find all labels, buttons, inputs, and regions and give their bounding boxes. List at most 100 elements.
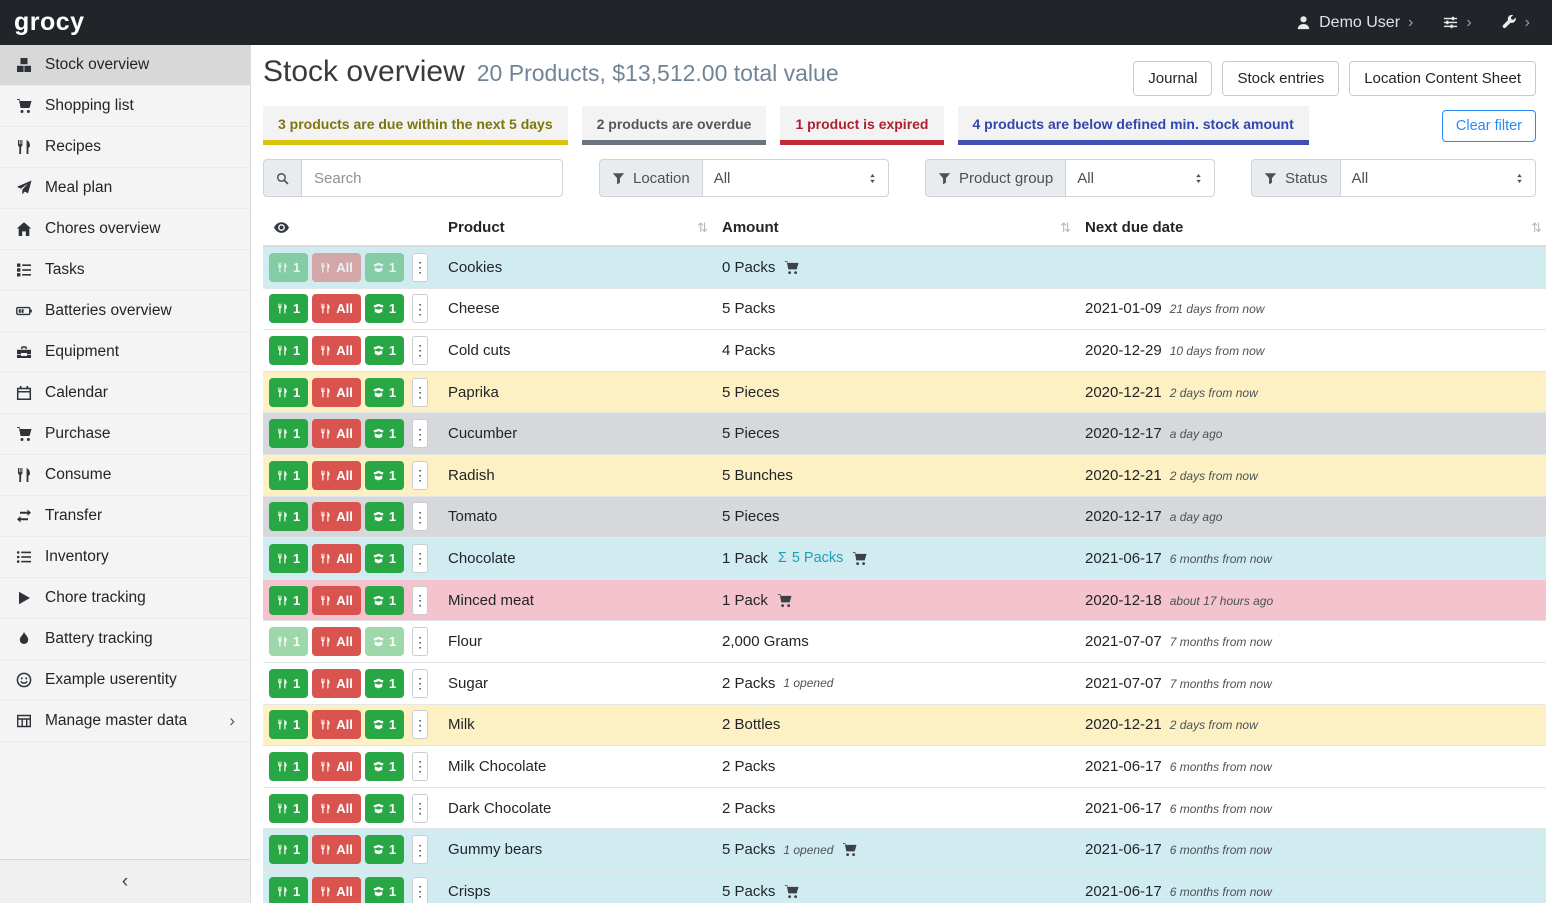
consume-all-button[interactable]: All <box>312 544 361 573</box>
row-menu-button[interactable]: ⋮ <box>412 294 428 323</box>
row-menu-button[interactable]: ⋮ <box>412 877 428 903</box>
row-menu-button[interactable]: ⋮ <box>412 710 428 739</box>
status-filter-select[interactable]: All <box>1340 159 1536 197</box>
open-one-button[interactable]: 1 <box>365 669 404 698</box>
consume-all-button[interactable]: All <box>312 294 361 323</box>
status-banner[interactable]: 3 products are due within the next 5 day… <box>263 106 568 145</box>
sidebar-item-battery-tracking[interactable]: Battery tracking <box>0 619 250 660</box>
sidebar-item-consume[interactable]: Consume <box>0 455 250 496</box>
row-menu-button[interactable]: ⋮ <box>412 336 428 365</box>
consume-all-button[interactable]: All <box>312 419 361 448</box>
consume-one-button[interactable]: 1 <box>269 502 308 531</box>
sidebar-item-meal-plan[interactable]: Meal plan <box>0 168 250 209</box>
sort-icon[interactable]: ⇅ <box>1060 220 1071 236</box>
consume-one-button[interactable]: 1 <box>269 835 308 864</box>
product-group-filter-select[interactable]: All <box>1065 159 1215 197</box>
sidebar-item-example-userentity[interactable]: Example userentity <box>0 660 250 701</box>
column-header-due-date[interactable]: Next due date <box>1085 219 1183 236</box>
row-menu-button[interactable]: ⋮ <box>412 253 428 282</box>
clear-filter-button[interactable]: Clear filter <box>1442 110 1536 142</box>
open-one-button[interactable]: 1 <box>365 710 404 739</box>
sidebar-item-tasks[interactable]: Tasks <box>0 250 250 291</box>
status-banner[interactable]: 2 products are overdue <box>582 106 767 145</box>
sidebar-collapse-button[interactable]: ‹ <box>0 859 250 903</box>
open-one-button[interactable]: 1 <box>365 794 404 823</box>
row-menu-button[interactable]: ⋮ <box>412 627 428 656</box>
consume-all-button[interactable]: All <box>312 877 361 903</box>
sidebar-item-recipes[interactable]: Recipes <box>0 127 250 168</box>
open-one-button[interactable]: 1 <box>365 461 404 490</box>
consume-one-button[interactable]: 1 <box>269 752 308 781</box>
box-open-icon <box>373 511 384 522</box>
stock-entries-button[interactable]: Stock entries <box>1222 61 1339 96</box>
row-menu-button[interactable]: ⋮ <box>412 669 428 698</box>
sort-icon[interactable]: ⇅ <box>1531 220 1542 236</box>
open-one-button[interactable]: 1 <box>365 544 404 573</box>
consume-one-button[interactable]: 1 <box>269 461 308 490</box>
sidebar-item-shopping-list[interactable]: Shopping list <box>0 86 250 127</box>
sidebar-item-batteries-overview[interactable]: Batteries overview <box>0 291 250 332</box>
row-menu-button[interactable]: ⋮ <box>412 835 428 864</box>
column-header-amount[interactable]: Amount <box>722 219 779 236</box>
open-one-button[interactable]: 1 <box>365 835 404 864</box>
consume-all-button[interactable]: All <box>312 461 361 490</box>
consume-one-button[interactable]: 1 <box>269 378 308 407</box>
consume-one-button[interactable]: 1 <box>269 794 308 823</box>
sidebar-item-chores-overview[interactable]: Chores overview <box>0 209 250 250</box>
consume-one-button[interactable]: 1 <box>269 294 308 323</box>
consume-all-button[interactable]: All <box>312 502 361 531</box>
search-input[interactable] <box>301 159 563 197</box>
consume-all-button[interactable]: All <box>312 627 361 656</box>
row-menu-button[interactable]: ⋮ <box>412 586 428 615</box>
sidebar-item-transfer[interactable]: Transfer <box>0 496 250 537</box>
sliders-menu[interactable]: › <box>1443 14 1471 32</box>
consume-all-button[interactable]: All <box>312 586 361 615</box>
row-menu-button[interactable]: ⋮ <box>412 544 428 573</box>
open-one-button[interactable]: 1 <box>365 877 404 903</box>
row-menu-button[interactable]: ⋮ <box>412 378 428 407</box>
open-one-button[interactable]: 1 <box>365 586 404 615</box>
sidebar-item-chore-tracking[interactable]: Chore tracking <box>0 578 250 619</box>
sidebar-item-equipment[interactable]: Equipment <box>0 332 250 373</box>
open-one-button[interactable]: 1 <box>365 378 404 407</box>
location-filter-select[interactable]: All <box>702 159 889 197</box>
sidebar-item-calendar[interactable]: Calendar <box>0 373 250 414</box>
open-one-button[interactable]: 1 <box>365 752 404 781</box>
column-header-product[interactable]: Product <box>448 219 505 236</box>
consume-one-button[interactable]: 1 <box>269 544 308 573</box>
open-one-button[interactable]: 1 <box>365 502 404 531</box>
status-banner[interactable]: 1 product is expired <box>780 106 943 145</box>
sidebar-item-inventory[interactable]: Inventory <box>0 537 250 578</box>
status-banner[interactable]: 4 products are below defined min. stock … <box>958 106 1309 145</box>
row-menu-button[interactable]: ⋮ <box>412 752 428 781</box>
consume-all-button[interactable]: All <box>312 710 361 739</box>
consume-all-button[interactable]: All <box>312 378 361 407</box>
consume-one-button[interactable]: 1 <box>269 877 308 903</box>
consume-one-button[interactable]: 1 <box>269 586 308 615</box>
row-menu-button[interactable]: ⋮ <box>412 502 428 531</box>
consume-one-button[interactable]: 1 <box>269 669 308 698</box>
consume-one-button[interactable]: 1 <box>269 710 308 739</box>
wrench-menu[interactable]: › <box>1502 14 1530 32</box>
sidebar-item-purchase[interactable]: Purchase <box>0 414 250 455</box>
consume-one-button[interactable]: 1 <box>269 419 308 448</box>
open-one-button[interactable]: 1 <box>365 336 404 365</box>
sidebar-item-stock-overview[interactable]: Stock overview <box>0 45 250 86</box>
consume-one-button[interactable]: 1 <box>269 336 308 365</box>
user-menu[interactable]: Demo User › <box>1296 14 1413 32</box>
consume-all-button[interactable]: All <box>312 794 361 823</box>
journal-button[interactable]: Journal <box>1133 61 1212 96</box>
consume-all-button[interactable]: All <box>312 752 361 781</box>
row-menu-button[interactable]: ⋮ <box>412 794 428 823</box>
location-content-sheet-button[interactable]: Location Content Sheet <box>1349 61 1536 96</box>
consume-all-button[interactable]: All <box>312 835 361 864</box>
consume-all-button[interactable]: All <box>312 669 361 698</box>
row-menu-button[interactable]: ⋮ <box>412 461 428 490</box>
app-logo[interactable]: grocy <box>14 8 85 37</box>
consume-all-button[interactable]: All <box>312 336 361 365</box>
sort-icon[interactable]: ⇅ <box>697 220 708 236</box>
open-one-button[interactable]: 1 <box>365 419 404 448</box>
row-menu-button[interactable]: ⋮ <box>412 419 428 448</box>
sidebar-item-manage-master-data[interactable]: Manage master data› <box>0 701 250 742</box>
open-one-button[interactable]: 1 <box>365 294 404 323</box>
